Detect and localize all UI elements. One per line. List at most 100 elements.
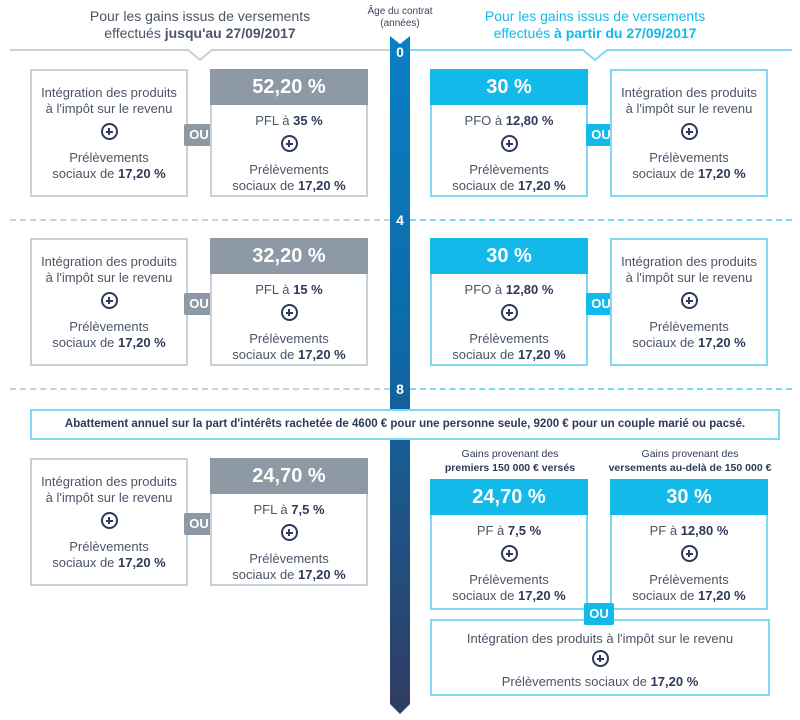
text: Prélèvements	[469, 162, 549, 177]
text: sociaux de	[632, 166, 699, 181]
text: sociaux de 17,20 %	[32, 166, 186, 182]
text: Prélèvements	[69, 319, 149, 334]
plus-icon	[500, 304, 518, 321]
axis-title: Âge du contrat (années)	[355, 6, 445, 30]
flat-tax-box: 30 % PFO à 12,80 % Prélèvements sociaux …	[430, 69, 588, 197]
divider	[410, 219, 792, 221]
text: Intégration des produits	[41, 474, 177, 489]
header-line: Pour les gains issus de versements	[89, 8, 311, 24]
text: PFO à	[464, 282, 506, 297]
axis-line: Âge du contrat	[367, 6, 433, 17]
text: Intégration des produits à l'impôt sur l…	[466, 631, 734, 646]
text: sociaux de 17,20 %	[432, 178, 586, 194]
text: sociaux de 17,20 %	[212, 178, 366, 194]
text: sociaux de 17,20 %	[432, 347, 586, 363]
text: PFL à	[255, 282, 294, 297]
plus-icon	[100, 512, 118, 529]
or-badge: OU	[184, 513, 214, 535]
plus-icon	[500, 135, 518, 152]
text: PFL à 7,5 %	[212, 502, 366, 518]
or-badge: OU	[586, 124, 616, 146]
text: sociaux de 17,20 %	[32, 555, 186, 571]
text: Intégration des produits	[621, 254, 757, 269]
plus-icon	[500, 545, 518, 562]
age-mark-8: 8	[396, 381, 404, 397]
total-rate: 24,70 %	[210, 458, 368, 494]
text: Prélèvements sociaux de 17,20 %	[432, 674, 768, 690]
text: Prélèvements	[649, 572, 729, 587]
or-badge: OU	[184, 124, 214, 146]
integration-box: Intégration des produits à l'impôt sur l…	[30, 458, 188, 586]
text: effectués	[493, 25, 555, 41]
text: Prélèvements	[249, 162, 329, 177]
rate: 35 %	[293, 113, 323, 128]
text: à l'impôt sur le revenu	[45, 101, 173, 116]
axis-line: (années)	[380, 18, 420, 29]
text: sociaux de 17,20 %	[212, 567, 366, 583]
total-rate: 30 %	[430, 69, 588, 105]
rate: 17,20 %	[518, 347, 566, 362]
text: Prélèvements	[469, 331, 549, 346]
rate: 15 %	[293, 282, 323, 297]
plus-icon	[280, 304, 298, 321]
total-rate: 30 %	[610, 479, 768, 515]
text: Prélèvements	[249, 331, 329, 346]
text: sociaux de 17,20 %	[432, 588, 586, 604]
plus-icon	[280, 135, 298, 152]
text: sociaux de	[232, 567, 299, 582]
flat-tax-box: 30 % PF à 12,80 % Prélèvements sociaux d…	[610, 479, 768, 610]
rate: 12,80 %	[680, 523, 729, 538]
rate: 7,5 %	[507, 523, 542, 538]
flat-tax-box: 32,20 % PFL à 15 % Prélèvements sociaux …	[210, 238, 368, 366]
text: sociaux de	[632, 588, 699, 603]
text: PF à	[649, 523, 681, 538]
flat-tax-box: 24,70 % PF à 7,5 % Prélèvements sociaux …	[430, 479, 588, 610]
rate: 17,20 %	[118, 555, 166, 570]
flat-tax-box: 30 % PFO à 12,80 % Prélèvements sociaux …	[430, 238, 588, 366]
flat-tax-box: 52,20 % PFL à 35 % Prélèvements sociaux …	[210, 69, 368, 197]
total-rate: 30 %	[430, 238, 588, 274]
integration-box: Intégration des produits à l'impôt sur l…	[430, 619, 770, 696]
header-divider-lines	[10, 49, 792, 62]
right-column-header: Pour les gains issus de versements effec…	[435, 8, 755, 42]
plus-icon	[680, 292, 698, 309]
text: PFL à	[253, 502, 292, 517]
text: PFL à 15 %	[212, 282, 366, 298]
plus-icon	[680, 545, 698, 562]
total-rate: 52,20 %	[210, 69, 368, 105]
text: sociaux de	[52, 555, 119, 570]
date: à partir du 27/09/2017	[554, 25, 697, 41]
text: sociaux de	[232, 178, 299, 193]
plus-icon	[100, 292, 118, 309]
text: PFO à 12,80 %	[432, 282, 586, 298]
text: Intégration des produits	[41, 254, 177, 269]
total-rate: 32,20 %	[210, 238, 368, 274]
header-line: effectués jusqu'au 27/09/2017	[40, 25, 360, 42]
total-rate: 24,70 %	[430, 479, 588, 515]
rate: 17,20 %	[118, 335, 166, 350]
divider	[410, 388, 792, 390]
timeline-bar	[390, 36, 410, 714]
text: sociaux de 17,20 %	[32, 335, 186, 351]
age-mark-4: 4	[396, 212, 404, 228]
tranche-label: Gains provenant des premiers 150 000 € v…	[425, 447, 595, 475]
text: sociaux de	[632, 335, 699, 350]
plus-icon	[100, 123, 118, 140]
rate: 12,80 %	[505, 113, 554, 128]
rate: 17,20 %	[118, 166, 166, 181]
text: à l'impôt sur le revenu	[625, 270, 753, 285]
text: Intégration des produits	[621, 85, 757, 100]
text: Prélèvements	[649, 150, 729, 165]
text: Prélèvements	[469, 572, 549, 587]
integration-box: Intégration des produits à l'impôt sur l…	[30, 238, 188, 366]
text: PFL à	[255, 113, 294, 128]
text: Prélèvements	[69, 150, 149, 165]
text: sociaux de 17,20 %	[212, 347, 366, 363]
text: PFO à 12,80 %	[432, 113, 586, 129]
text: sociaux de 17,20 %	[612, 588, 766, 604]
flat-tax-box: 24,70 % PFL à 7,5 % Prélèvements sociaux…	[210, 458, 368, 586]
header-line: effectués à partir du 27/09/2017	[435, 25, 755, 42]
plus-icon	[680, 123, 698, 140]
text: sociaux de	[52, 335, 119, 350]
age-mark-0: 0	[396, 44, 404, 60]
